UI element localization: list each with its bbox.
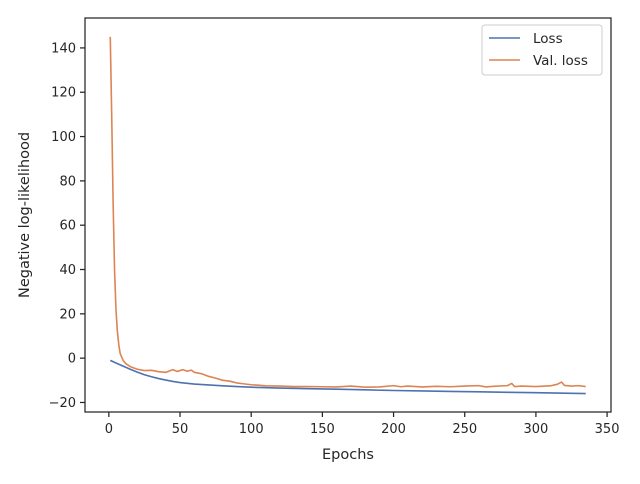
y-tick-label: 100: [51, 130, 76, 145]
x-tick-label: 200: [381, 422, 406, 437]
y-axis-label: Negative log-likelihood: [17, 132, 33, 298]
x-tick-label: 350: [595, 422, 620, 437]
legend-label-loss: Loss: [533, 31, 563, 47]
y-axis: −20 0 20 40 60 80 100 120 140: [49, 41, 85, 411]
y-tick-label: 40: [59, 263, 76, 278]
y-tick-label: 60: [59, 219, 76, 234]
series-layer: [109, 36, 586, 395]
y-tick-label: 20: [59, 307, 76, 322]
x-tick-label: 100: [239, 422, 264, 437]
y-tick-label: 0: [68, 352, 76, 367]
plot-frame: [84, 17, 612, 413]
x-tick-label: 50: [172, 422, 189, 437]
y-tick-label: −20: [49, 396, 76, 411]
y-tick-label: 80: [59, 174, 76, 189]
x-tick-label: 0: [105, 422, 113, 437]
series-line-loss: [109, 359, 586, 395]
legend-label-val-loss: Val. loss: [533, 53, 588, 69]
series-line-val-loss: [109, 36, 586, 388]
x-tick-label: 300: [523, 422, 548, 437]
legend: Loss Val. loss: [481, 24, 603, 76]
x-tick-label: 150: [310, 422, 335, 437]
x-tick-label: 250: [452, 422, 477, 437]
x-axis: 0 50 100 150 200 250 300 350: [105, 412, 620, 437]
y-tick-label: 120: [51, 86, 76, 101]
x-axis-label: Epochs: [322, 447, 374, 463]
y-tick-label: 140: [51, 41, 76, 56]
